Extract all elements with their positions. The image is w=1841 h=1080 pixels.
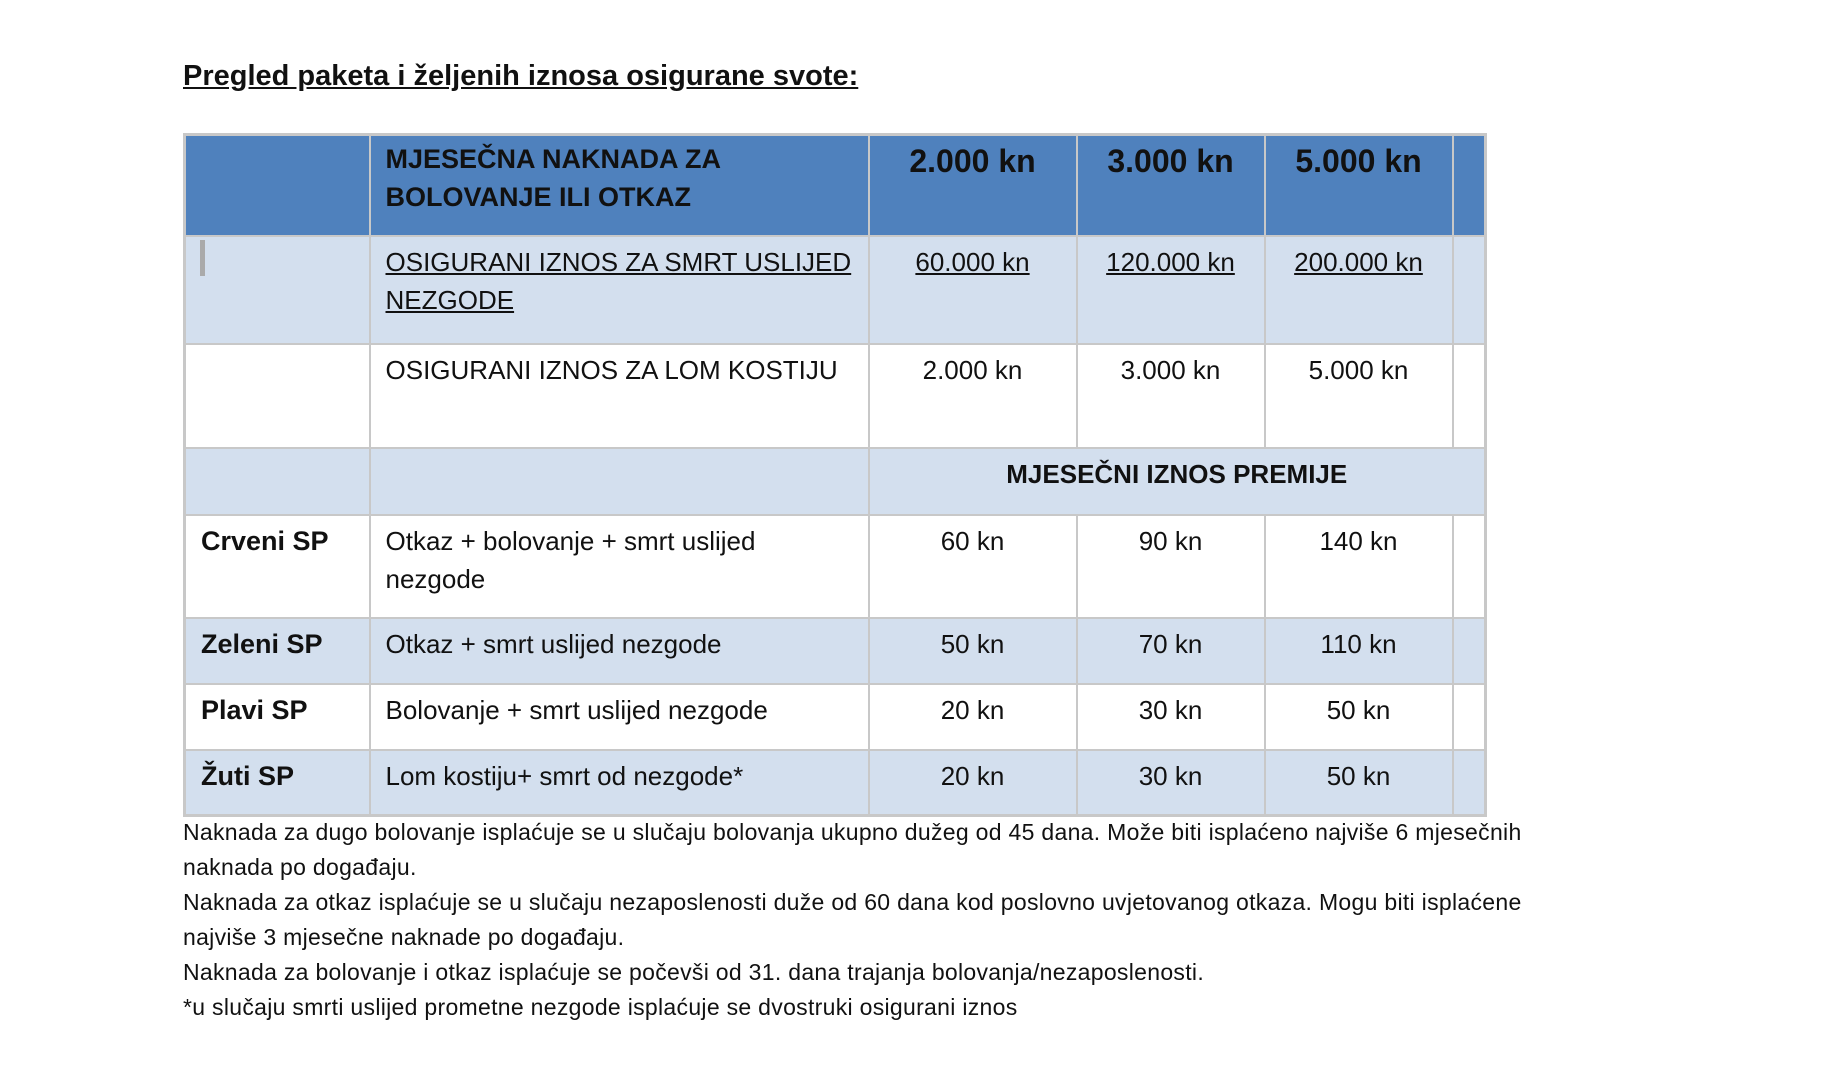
package-row: Zeleni SP Otkaz + smrt uslijed nezgode 5… <box>183 616 1487 685</box>
empty-cell <box>1451 682 1487 751</box>
premium-heading-row: MJESEČNI IZNOS PREMIJE <box>183 446 1487 516</box>
empty-cell <box>1451 234 1487 345</box>
package-name: Crveni SP <box>183 513 371 619</box>
premium-value: 140 kn <box>1263 513 1454 619</box>
premium-value: 60 kn <box>867 513 1078 619</box>
package-description: Bolovanje + smrt uslijed nezgode <box>368 682 870 751</box>
empty-cell <box>1451 513 1487 619</box>
coverage-value: 60.000 kn <box>867 234 1078 345</box>
empty-cell <box>183 234 371 345</box>
header-row: MJESEČNA NAKNADA ZA BOLOVANJE ILI OTKAZ … <box>183 133 1487 237</box>
premium-heading: MJESEČNI IZNOS PREMIJE <box>867 446 1487 516</box>
coverage-label: OSIGURANI IZNOS ZA SMRT USLIJED NEZGODE <box>368 234 870 345</box>
package-row: Plavi SP Bolovanje + smrt uslijed nezgod… <box>183 682 1487 751</box>
premium-value: 70 kn <box>1075 616 1266 685</box>
package-row: Žuti SP Lom kostiju+ smrt od nezgode* 20… <box>183 748 1487 817</box>
package-table: MJESEČNA NAKNADA ZA BOLOVANJE ILI OTKAZ … <box>183 133 1487 817</box>
coverage-value: 120.000 kn <box>1075 234 1266 345</box>
premium-value: 110 kn <box>1263 616 1454 685</box>
coverage-value: 2.000 kn <box>867 342 1078 449</box>
package-description: Otkaz + smrt uslijed nezgode <box>368 616 870 685</box>
footnote-line: Naknada za dugo bolovanje isplaćuje se u… <box>183 819 1522 845</box>
footnote-line: Naknada za otkaz isplaćuje se u slučaju … <box>183 889 1522 915</box>
coverage-row: OSIGURANI IZNOS ZA LOM KOSTIJU 2.000 kn … <box>183 342 1487 449</box>
coverage-label: OSIGURANI IZNOS ZA LOM KOSTIJU <box>368 342 870 449</box>
package-description: Otkaz + bolovanje + smrt uslijed nezgode <box>368 513 870 619</box>
package-row: Crveni SP Otkaz + bolovanje + smrt uslij… <box>183 513 1487 619</box>
premium-value: 20 kn <box>867 748 1078 817</box>
empty-cell <box>1451 748 1487 817</box>
empty-cell <box>183 446 371 516</box>
header-label: MJESEČNA NAKNADA ZA BOLOVANJE ILI OTKAZ <box>368 133 870 237</box>
premium-value: 50 kn <box>1263 748 1454 817</box>
footnote-line: najviše 3 mjesečne naknade po događaju. <box>183 924 625 950</box>
premium-value: 30 kn <box>1075 682 1266 751</box>
header-amount: 5.000 kn <box>1263 133 1454 237</box>
header-amount: 3.000 kn <box>1075 133 1266 237</box>
package-description: Lom kostiju+ smrt od nezgode* <box>368 748 870 817</box>
package-name: Plavi SP <box>183 682 371 751</box>
empty-cell <box>1451 342 1487 449</box>
coverage-value: 5.000 kn <box>1263 342 1454 449</box>
footnote-line: naknada po događaju. <box>183 854 417 880</box>
premium-value: 30 kn <box>1075 748 1266 817</box>
coverage-value: 200.000 kn <box>1263 234 1454 345</box>
package-name: Zeleni SP <box>183 616 371 685</box>
footnote-line: Naknada za bolovanje i otkaz isplaćuje s… <box>183 959 1205 985</box>
empty-cell <box>368 446 870 516</box>
coverage-row: OSIGURANI IZNOS ZA SMRT USLIJED NEZGODE … <box>183 234 1487 345</box>
coverage-value: 3.000 kn <box>1075 342 1266 449</box>
page-title: Pregled paketa i željenih iznosa osigura… <box>183 60 859 92</box>
empty-cell <box>1451 133 1487 237</box>
premium-value: 50 kn <box>1263 682 1454 751</box>
text-cursor-mark <box>200 240 205 276</box>
footnote-line: *u slučaju smrti uslijed prometne nezgod… <box>183 994 1018 1020</box>
package-name: Žuti SP <box>183 748 371 817</box>
premium-value: 50 kn <box>867 616 1078 685</box>
premium-value: 20 kn <box>867 682 1078 751</box>
empty-cell <box>183 342 371 449</box>
footnotes: Naknada za dugo bolovanje isplaćuje se u… <box>183 815 1522 1025</box>
premium-value: 90 kn <box>1075 513 1266 619</box>
empty-cell <box>183 133 371 237</box>
empty-cell <box>1451 616 1487 685</box>
header-amount: 2.000 kn <box>867 133 1078 237</box>
